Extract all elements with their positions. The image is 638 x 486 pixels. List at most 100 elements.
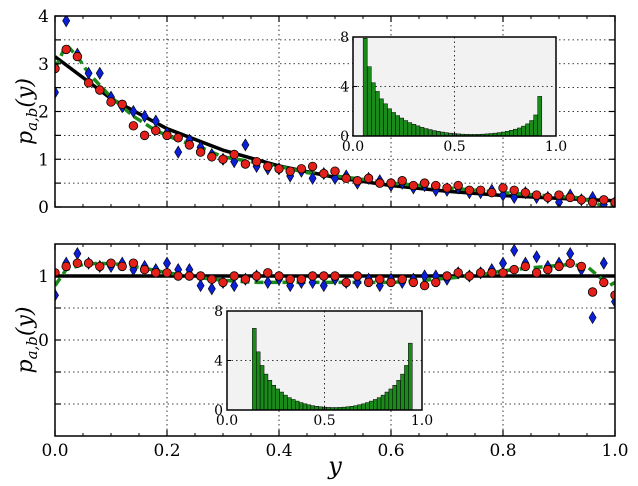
histogram-bar (388, 388, 394, 411)
circle-point (263, 161, 273, 172)
circle-point (319, 271, 329, 281)
histogram-bar (369, 400, 374, 411)
diamond-point (62, 16, 71, 28)
diamond-point (73, 247, 82, 261)
circle-point (543, 264, 553, 275)
ticks (54, 244, 616, 436)
histogram-bar (513, 128, 518, 137)
circle-point (106, 258, 116, 268)
histogram-bar (366, 66, 372, 137)
x-tick-label: 0.0 (41, 441, 68, 461)
histogram-bar (537, 96, 543, 137)
histogram-bar (380, 394, 386, 411)
diamond-point (555, 195, 563, 207)
circle-point (531, 190, 542, 200)
circle-point (520, 261, 531, 272)
histogram-bar (529, 120, 534, 137)
histogram-bar (521, 125, 526, 137)
histogram-bar (373, 399, 378, 411)
circle-point (296, 274, 307, 284)
histogram-bar (263, 373, 269, 411)
circle-point (475, 268, 486, 278)
diamond-point (510, 244, 519, 257)
circle-point (218, 154, 228, 164)
diamond-point (55, 85, 59, 99)
circle-point (543, 192, 553, 203)
circle-point (599, 277, 609, 288)
circle-point (61, 261, 71, 272)
circle-point (173, 133, 183, 143)
y-tick-label: 1 (38, 267, 49, 287)
histogram-bar (379, 98, 384, 137)
circle-point (151, 125, 161, 136)
circle-point (554, 261, 564, 272)
circle-point (72, 51, 83, 62)
y-tick-label: 0 (38, 331, 49, 351)
histogram-bar (427, 129, 433, 137)
histogram-bar (275, 388, 280, 411)
y-axis-label: pa,b(y) (13, 306, 41, 373)
circle-point (453, 268, 463, 278)
histogram-bar (509, 130, 514, 137)
histogram-bar (395, 115, 400, 137)
diamond-point (353, 275, 362, 289)
circle-point (453, 180, 463, 191)
x-tick-label: 0.4 (265, 441, 292, 461)
circle-point (240, 274, 251, 284)
circle-point (386, 277, 396, 288)
y-tick-label: 4 (38, 7, 49, 27)
histogram-bar (365, 402, 370, 411)
histogram-bar (306, 404, 312, 411)
circle-point (162, 268, 172, 278)
circle-point (319, 168, 329, 179)
diamond-point (599, 256, 608, 270)
circle-point (397, 176, 407, 186)
diamond-point (95, 66, 104, 80)
plot-area (55, 16, 615, 207)
diamond-point (207, 282, 216, 296)
circle-point (139, 130, 150, 141)
circle-point (442, 183, 452, 193)
circle-point (285, 274, 295, 284)
diamond-point (140, 109, 149, 123)
histogram-bar (517, 127, 522, 137)
circle-point (207, 152, 217, 162)
circle-point (431, 277, 441, 288)
circle-point (363, 277, 374, 288)
circle-point (498, 268, 508, 278)
histogram-bar (271, 385, 277, 411)
y-tick-label: 1 (38, 150, 49, 170)
inset-histogram: 0.0 0.5 1.0 0 4 8 (340, 30, 567, 155)
histogram-bar (408, 342, 413, 411)
diamond-point (129, 104, 138, 119)
histogram-bar (302, 403, 308, 411)
diamond-point (566, 247, 575, 261)
bottom-panel: 0.0 0.2 0.4 0.6 0.8 1.0 0 1 pa,b(y) y 0.0 0.5 1.0 0 4 8 (13, 243, 629, 480)
circle-point (531, 268, 542, 278)
diamond-point (308, 275, 317, 289)
histogram-bar (371, 82, 376, 137)
histogram-bar (252, 328, 257, 411)
inset-x-tick-label: 1.0 (545, 139, 567, 155)
circle-point (251, 271, 262, 281)
circle-point (610, 290, 615, 300)
circle-point (274, 164, 284, 174)
ticks (54, 15, 616, 208)
circle-point (83, 78, 94, 88)
circle-point (128, 121, 139, 131)
histogram-bar (291, 399, 296, 411)
y-tick-label: 2 (38, 103, 49, 123)
histogram-bar (392, 385, 397, 411)
circle-point (431, 180, 441, 191)
circle-point (554, 190, 564, 200)
circle-point (218, 277, 228, 288)
inset-x-tick-label: 0.0 (342, 139, 364, 155)
circle-point (330, 271, 340, 281)
inset-y-tick-label: 0 (340, 129, 349, 145)
histogram-bar (396, 380, 401, 411)
diamond-point (163, 256, 171, 270)
circle-point (307, 271, 318, 281)
y-axis-label: pa,b(y) (13, 78, 41, 145)
diamond-point (319, 279, 328, 293)
